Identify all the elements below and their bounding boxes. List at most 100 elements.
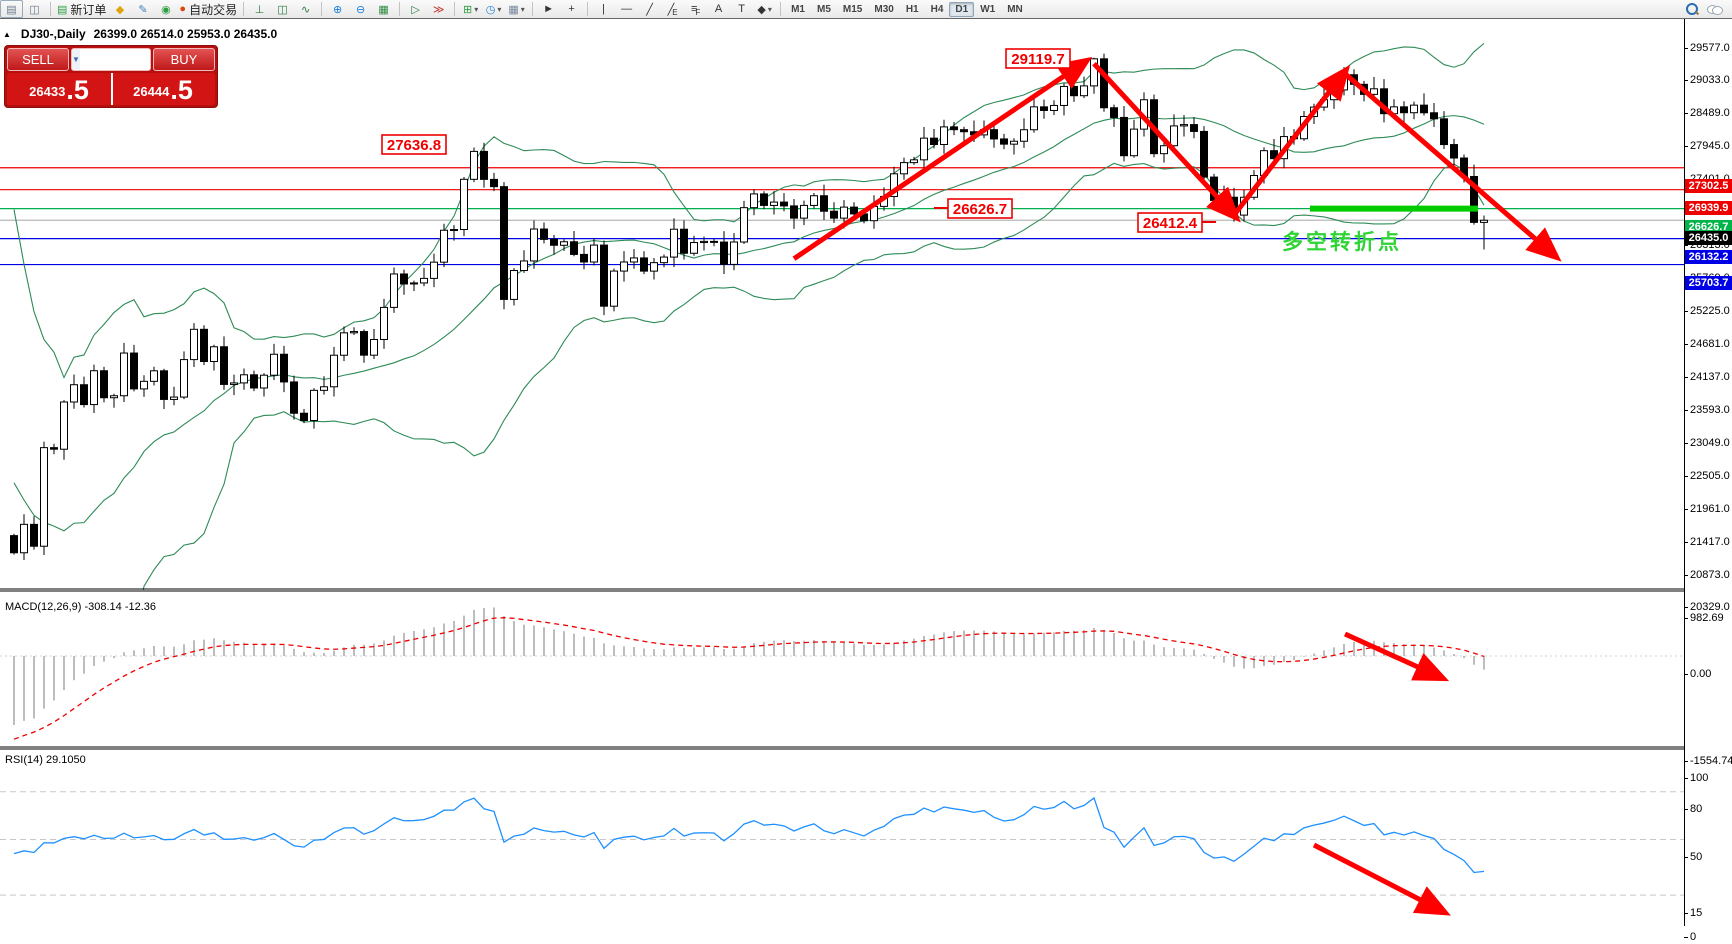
bull-candle (750, 193, 758, 209)
bull-candle (1370, 88, 1378, 95)
timeframe-w1[interactable]: W1 (980, 3, 996, 15)
timeframe-m30[interactable]: M30 (874, 3, 894, 15)
bollinger-lower (142, 162, 1485, 590)
cn-turning-point-label: 多空转折点 (1282, 230, 1402, 254)
zoom-in-icon[interactable]: ⊕ (332, 3, 343, 16)
main-toolbar: ▤ ◫ ▤ 新订单 ◆ ✎ ◉ ● 自动交易 ⊥ ◫ ∿ ⊕ ⊖ ▦ ▷ ≫ ⊞ ▾ ◷ ▾ ▦ ▾ ► + | — ╱ ╱ E ≡ F A T ◆… (0, 0, 1732, 19)
equidistant-channel-icon[interactable]: ╱ E (667, 3, 678, 17)
sell-button[interactable]: SELL (7, 48, 69, 71)
price-label-27636: 27636.8 (381, 134, 447, 155)
bear-candle (290, 381, 298, 414)
bull-candle (800, 204, 808, 219)
bull-candle (70, 384, 78, 403)
bull-candle (620, 261, 628, 272)
periods-button[interactable]: ◷ ▾ (485, 3, 502, 16)
timeframe-d1[interactable]: D1 (949, 1, 975, 17)
bear-candle (1070, 85, 1078, 97)
bear-candle (1430, 112, 1438, 120)
bull-candle (420, 277, 428, 284)
chat-icon[interactable] (1703, 0, 1726, 18)
bear-candle (1120, 116, 1128, 157)
bull-candle (260, 374, 268, 389)
timeframe-h1[interactable]: H1 (905, 3, 919, 15)
indicators-button[interactable]: ⊞ ▾ (462, 3, 479, 16)
bear-candle (850, 206, 858, 215)
bollinger-middle (13, 115, 1485, 532)
candlestick-chart-icon[interactable]: ◫ (277, 3, 288, 16)
bull-candle (150, 370, 158, 382)
bear-candle (960, 129, 968, 133)
trend-arrow (792, 56, 1093, 261)
bear-candle (400, 273, 408, 285)
market-icon[interactable]: ✎ (138, 3, 148, 16)
fibonacci-icon[interactable]: ≡ F (690, 3, 701, 17)
bull-candle (1180, 124, 1188, 127)
new-order-button[interactable]: ▤ 新订单 (57, 2, 107, 17)
svg-text:29119.7: 29119.7 (1011, 51, 1064, 68)
volume-field[interactable] (79, 49, 150, 70)
timeframe-m1[interactable]: M1 (791, 3, 805, 15)
bear-candle (250, 374, 258, 389)
crosshair-icon[interactable]: + (568, 3, 575, 15)
bull-candle (230, 382, 238, 385)
bear-candle (280, 353, 288, 383)
svg-text:26626.7: 26626.7 (953, 201, 1007, 218)
bar-chart-icon[interactable]: ⊥ (254, 3, 265, 16)
timeframe-h4[interactable]: H4 (930, 3, 944, 15)
price-chart-canvas[interactable]: 27636.8 29119.7 26626.7 26412.4 多空转折点 (0, 19, 1732, 926)
bear-candle (200, 328, 208, 363)
tile-windows-icon[interactable]: ▦ (378, 3, 389, 16)
search-icon[interactable] (1680, 0, 1703, 18)
trade-panel-collapse-arrow[interactable]: ▲ (3, 29, 11, 39)
signals-icon[interactable]: ◉ (161, 3, 171, 16)
annotation-layer: 27636.8 29119.7 26626.7 26412.4 多空转折点 (0, 19, 1685, 926)
bear-candle (220, 346, 228, 385)
buy-button[interactable]: BUY (153, 48, 215, 71)
text-label-icon[interactable]: T (738, 3, 745, 15)
bear-candle (580, 253, 588, 263)
rsi-line (13, 796, 1485, 874)
bull-candle (560, 241, 568, 246)
auto-scroll-icon[interactable]: ▷ (411, 3, 420, 16)
one-click-trade-panel: SELL ▼ ▲ BUY 26433 .5 26444 .5 (4, 45, 218, 108)
rsi-indicator-label: RSI(14) 29.1050 (5, 754, 86, 766)
bear-candle (360, 331, 368, 356)
trend-arrow (1342, 70, 1562, 262)
chart-profiles-icon[interactable]: ◫ (29, 3, 40, 16)
bull-candle (1030, 106, 1038, 131)
bear-candle (300, 412, 308, 422)
text-icon[interactable]: A (714, 3, 723, 15)
bull-candle (730, 241, 738, 265)
bull-candle (210, 346, 218, 363)
bull-candle (450, 229, 458, 232)
line-chart-icon[interactable]: ∿ (300, 3, 311, 16)
cursor-icon[interactable]: ► (543, 3, 555, 15)
ohlc-values: 26399.0 26514.0 25953.0 26435.0 (93, 27, 278, 41)
horizontal-line-icon[interactable]: — (621, 3, 633, 15)
bull-candle (430, 261, 438, 279)
timeframe-m5[interactable]: M5 (817, 3, 831, 15)
bear-candle (1100, 58, 1108, 109)
bull-candle (410, 282, 418, 285)
autotrading-button[interactable]: ● 自动交易 (179, 2, 238, 17)
bull-candle (40, 447, 48, 547)
zoom-out-icon[interactable]: ⊖ (355, 3, 366, 16)
bear-candle (930, 137, 938, 146)
trendline-icon[interactable]: ╱ (646, 3, 653, 16)
timeframe-m15[interactable]: M15 (842, 3, 863, 15)
volume-decrease-button[interactable]: ▼ (72, 49, 80, 70)
bull-candle (180, 359, 188, 398)
svg-text:27636.8: 27636.8 (387, 137, 441, 154)
chart-window-icon[interactable]: ▤ (0, 0, 23, 18)
metaeditor-icon[interactable]: ◆ (115, 3, 125, 16)
templates-button[interactable]: ▦ ▾ (508, 3, 525, 16)
chart-shift-icon[interactable]: ≫ (432, 3, 445, 16)
bull-candle (1020, 129, 1028, 142)
bull-candle (590, 244, 598, 263)
vertical-line-icon[interactable]: | (602, 3, 606, 15)
shapes-button[interactable]: ◆ ▾ (757, 3, 772, 16)
timeframe-mn[interactable]: MN (1007, 3, 1023, 15)
bear-candle (680, 228, 688, 254)
bid-ask-display: 26433 .5 26444 .5 (7, 73, 215, 105)
bear-candle (1000, 138, 1008, 145)
